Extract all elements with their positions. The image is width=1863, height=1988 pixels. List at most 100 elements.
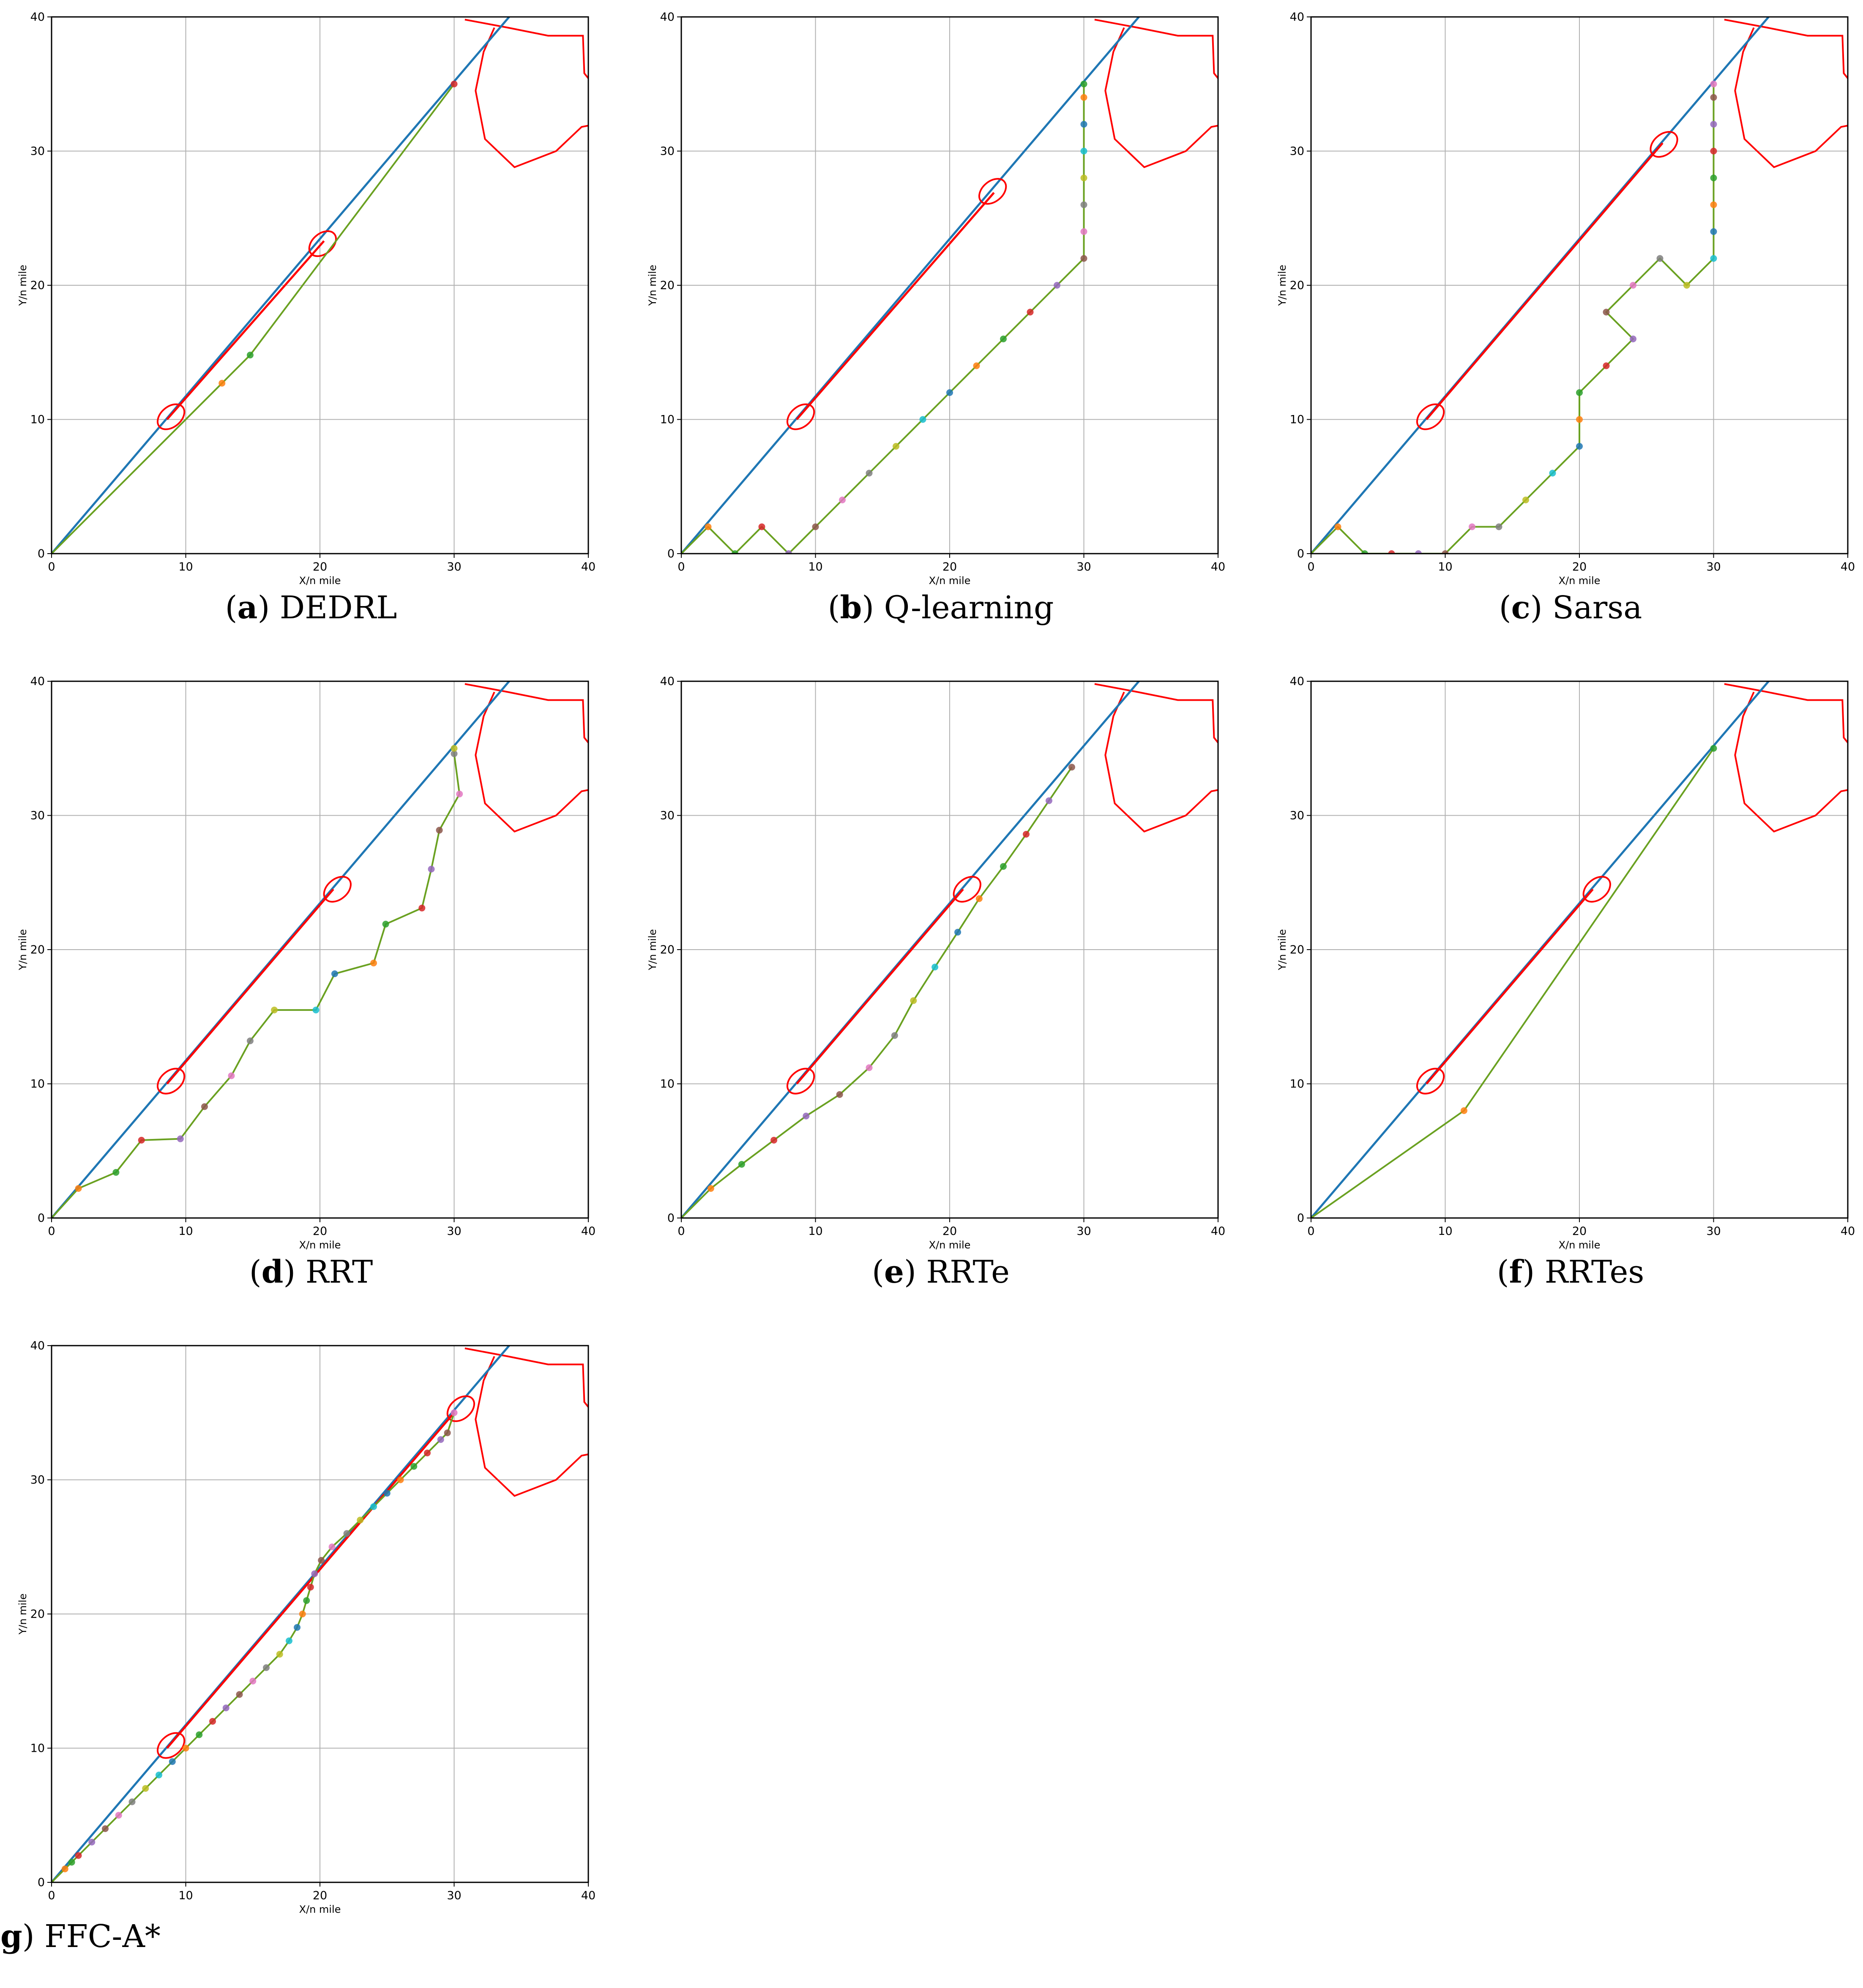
y-tick-label: 20 xyxy=(30,279,45,292)
x-tick-label: 40 xyxy=(581,1225,596,1238)
y-tick-label: 20 xyxy=(660,943,675,956)
y-tick-label: 0 xyxy=(1297,547,1304,560)
plot-d: 00 10 10 20 20 30 30 40 40 X/n mile Y/n mile xyxy=(17,675,596,1251)
x-tick-label: 40 xyxy=(581,560,596,573)
path-point xyxy=(1683,282,1690,289)
subplot-b: 0 0 10 10 20 20 30 30 40 40 X/n mile Y/n mile (b) Q… xyxy=(630,0,1252,659)
x-tick-label: 0 xyxy=(677,560,685,573)
planned-segment xyxy=(166,888,334,1085)
waypoint-ellipse xyxy=(786,403,815,430)
path-point xyxy=(1460,1107,1467,1114)
path-point xyxy=(803,1112,810,1120)
planned-segment xyxy=(796,888,964,1085)
obstacle-boundary xyxy=(1724,19,1848,168)
path-line xyxy=(52,83,455,554)
path-point xyxy=(1656,255,1664,262)
subplot-f: 0 0 10 10 20 20 30 30 40 40 X/n mile Y/n mile (f) R… xyxy=(1259,664,1863,1324)
x-tick-label: 0 xyxy=(48,1225,55,1238)
x-tick-label: 10 xyxy=(1438,560,1452,573)
path-point xyxy=(1630,282,1636,289)
path-point xyxy=(307,1584,314,1591)
x-tick-label: 0 xyxy=(1307,1225,1314,1238)
path-point xyxy=(370,959,377,967)
y-axis-label: Y/n mile xyxy=(17,929,29,970)
y-tick-label: 20 xyxy=(30,1608,45,1621)
path-point xyxy=(370,1503,377,1510)
path-point xyxy=(451,1409,458,1416)
path-point xyxy=(732,550,738,554)
x-tick-label: 0 xyxy=(48,560,55,573)
path-point xyxy=(249,1677,257,1685)
path-point xyxy=(1710,201,1717,208)
path-point xyxy=(1442,550,1449,554)
caption-g: (g) FFC-A* xyxy=(0,1918,161,1955)
path-point xyxy=(312,1006,320,1013)
y-axis-label: Y/n mile xyxy=(17,265,29,306)
caption-a: (a) DEDRL xyxy=(225,590,397,626)
reference-line xyxy=(52,17,510,554)
x-axis-label: X/n mile xyxy=(299,1903,341,1915)
x-tick-label: 30 xyxy=(1076,560,1091,573)
caption-f: (f) RRTes xyxy=(1497,1254,1644,1290)
x-axis-label: X/n mile xyxy=(299,575,341,587)
x-tick-label: 10 xyxy=(178,560,193,573)
waypoint-ellipse xyxy=(1416,1068,1445,1095)
path-point xyxy=(1080,121,1087,128)
path-point xyxy=(285,1637,292,1644)
path-point xyxy=(1576,416,1583,423)
plot-area xyxy=(1311,681,1848,1218)
path-point xyxy=(1054,282,1060,289)
path-point xyxy=(1045,797,1052,804)
path-point xyxy=(707,1185,714,1192)
y-tick-label: 30 xyxy=(30,145,45,158)
reference-line xyxy=(52,1346,510,1882)
plot-area xyxy=(681,681,1218,1218)
path-point xyxy=(975,895,983,902)
reference-line xyxy=(681,17,1140,554)
x-tick-label: 0 xyxy=(48,1889,55,1902)
path-point xyxy=(276,1651,283,1658)
plot-g: 00 10 10 20 20 30 30 40 40 X/n mile Y/n mile xyxy=(17,1339,596,1915)
x-tick-label: 20 xyxy=(313,1889,327,1902)
y-tick-label: 40 xyxy=(30,1339,45,1352)
path-point xyxy=(1630,336,1636,342)
waypoint-ellipse xyxy=(156,403,186,430)
path-point xyxy=(1080,228,1087,235)
waypoint-ellipse xyxy=(786,1068,815,1095)
path-point xyxy=(836,1091,843,1098)
subplot-a: 0 0 10 10 20 20 30 30 40 40 X/n mile Y/n mile (a) D… xyxy=(0,0,622,659)
path-point xyxy=(1388,550,1395,554)
path-point xyxy=(263,1664,270,1671)
path-point xyxy=(246,1037,254,1044)
path-point xyxy=(311,1570,318,1577)
path-point xyxy=(1710,228,1717,235)
path-point xyxy=(839,497,846,503)
path-point xyxy=(451,80,458,87)
y-axis-label: Y/n mile xyxy=(647,929,658,970)
x-tick-label: 40 xyxy=(581,1889,596,1902)
path-point xyxy=(973,362,980,369)
path-point xyxy=(128,1798,136,1805)
path-point xyxy=(1710,80,1717,87)
y-tick-label: 20 xyxy=(660,279,675,292)
path-point xyxy=(1080,255,1087,262)
y-tick-label: 0 xyxy=(667,547,675,560)
path-point xyxy=(182,1745,189,1752)
path-point xyxy=(331,970,338,978)
path-point xyxy=(75,1852,82,1859)
path-point xyxy=(1495,523,1502,530)
plot-e: 00 10 10 20 20 30 30 40 40 X/n mile Y/n mile xyxy=(647,675,1225,1251)
path-point xyxy=(410,1463,418,1470)
x-tick-label: 20 xyxy=(313,560,327,573)
y-tick-label: 10 xyxy=(30,1078,45,1091)
plot-b: 00 10 10 20 20 30 30 40 40 X/n mile Y/n mile xyxy=(647,11,1225,587)
caption-b: (b) Q-learning xyxy=(828,590,1054,626)
path-point xyxy=(891,1032,898,1039)
path-point xyxy=(893,443,899,450)
path-point xyxy=(1710,147,1717,155)
path-point xyxy=(112,1169,120,1176)
y-tick-label: 10 xyxy=(30,413,45,426)
plot-c: 00 10 10 20 20 30 30 40 40 X/n mile Y/n mile xyxy=(1276,11,1855,587)
waypoint-ellipse xyxy=(1650,131,1678,158)
path-point xyxy=(866,470,873,477)
